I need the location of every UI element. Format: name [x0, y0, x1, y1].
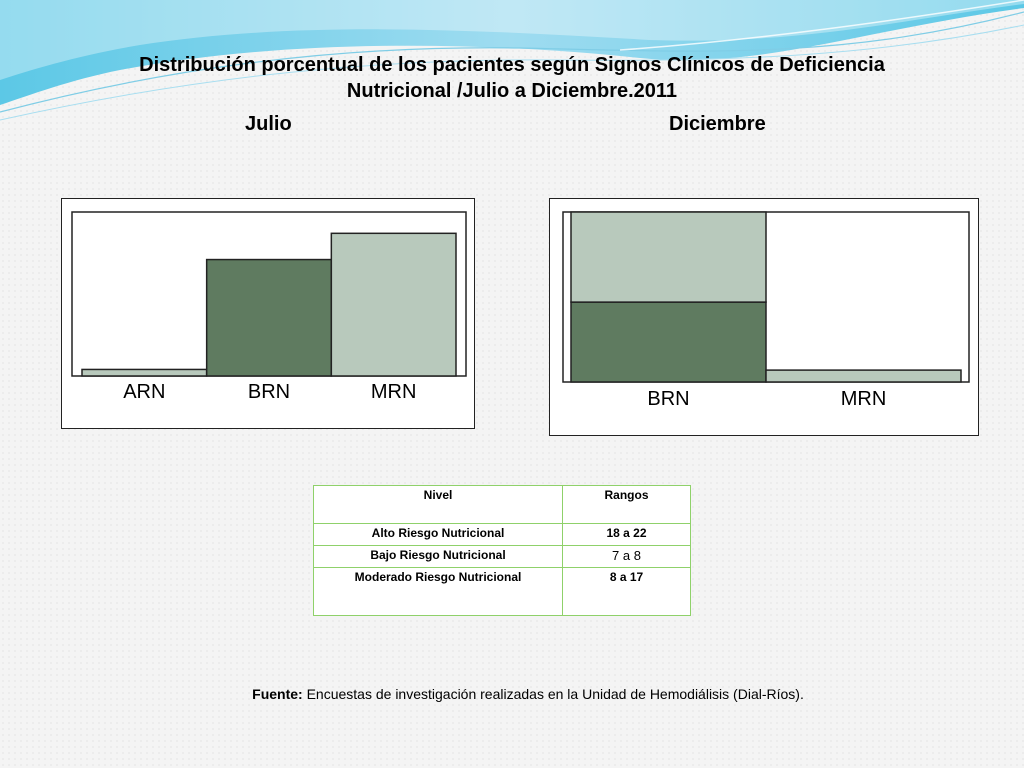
table-row: Alto Riesgo Nutricional 18 a 22	[313, 523, 691, 546]
title-line-1: Distribución porcentual de los pacientes…	[139, 54, 885, 76]
tick-label-brn: BRN	[248, 381, 290, 403]
chart-diciembre-svg: BRN MRN	[562, 211, 970, 410]
source-label: Fuente:	[252, 686, 303, 702]
source-text: Encuestas de investigación realizadas en…	[306, 686, 804, 702]
table-header-row: Nivel Rangos	[313, 485, 691, 524]
tick-label-arn: ARN	[123, 381, 165, 403]
levels-table: Nivel Rangos Alto Riesgo Nutricional 18 …	[313, 485, 691, 616]
table-header-nivel: Nivel	[313, 485, 563, 524]
table-cell-level: Moderado Riesgo Nutricional	[313, 567, 563, 616]
title-line-2: Nutricional /Julio a Diciembre.2011	[346, 80, 678, 102]
bar-brn-dark	[205, 258, 333, 377]
table-row: Moderado Riesgo Nutricional 8 a 17	[313, 567, 691, 616]
page-title: Distribución porcentual de los pacientes…	[0, 52, 1024, 104]
decorative-wave	[0, 0, 1024, 121]
chart-title-julio: Julio	[245, 113, 292, 135]
bar-mrn-light	[330, 232, 457, 377]
source-note: Fuente: Encuestas de investigación reali…	[0, 686, 1024, 702]
tick-label-mrn: MRN	[371, 381, 417, 403]
chart-title-diciembre: Diciembre	[669, 113, 766, 135]
bar-brn-light	[570, 211, 767, 303]
bar-mrn-light	[765, 369, 962, 383]
table-row: Bajo Riesgo Nutricional 7 a 8	[313, 545, 691, 568]
table-cell-level: Bajo Riesgo Nutricional	[313, 545, 563, 568]
table-cell-level: Alto Riesgo Nutricional	[313, 523, 563, 546]
table-header-rangos: Rangos	[562, 485, 691, 524]
bar-brn-dark	[570, 301, 767, 383]
table-cell-range: 8 a 17	[562, 567, 691, 616]
table-cell-range: 7 a 8	[562, 545, 691, 568]
tick-label-mrn: MRN	[841, 388, 887, 410]
chart-diciembre: BRN MRN	[549, 198, 979, 436]
chart-julio-svg: ARN BRN MRN	[71, 211, 467, 403]
tick-label-brn: BRN	[647, 388, 689, 410]
chart-julio: ARN BRN MRN	[61, 198, 475, 429]
table-cell-range: 18 a 22	[562, 523, 691, 546]
bar-arn-light	[81, 368, 208, 377]
